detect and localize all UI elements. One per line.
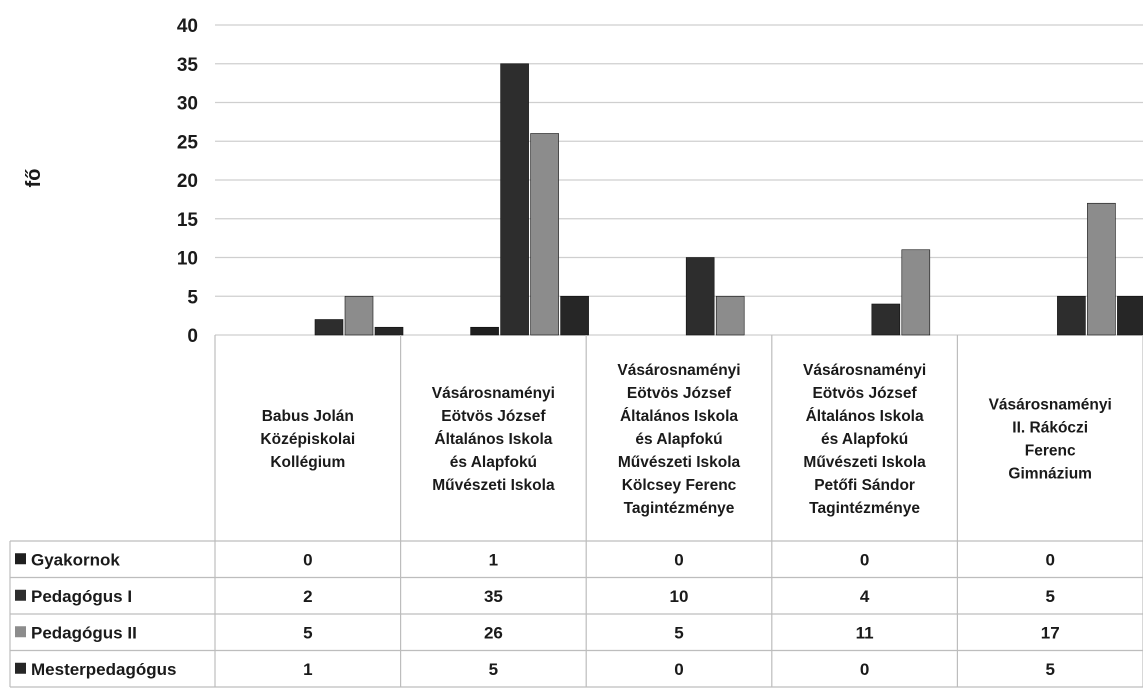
table-value: 0 xyxy=(1045,550,1054,569)
table-value: 35 xyxy=(484,587,503,606)
bar xyxy=(344,295,374,336)
bar xyxy=(871,303,901,336)
table-value: 17 xyxy=(1041,623,1060,642)
table-value: 10 xyxy=(670,587,689,606)
y-tick-label: 40 xyxy=(177,16,198,37)
y-tick-label: 15 xyxy=(177,210,199,231)
y-axis-label: fő xyxy=(23,169,45,188)
bar xyxy=(1117,295,1143,336)
table-value: 0 xyxy=(674,660,683,679)
legend-swatch xyxy=(15,589,26,601)
table-value: 5 xyxy=(1045,587,1054,606)
category-label: Vásárosnaményi Eötvös József Általános Isk… xyxy=(803,362,926,517)
bar xyxy=(901,249,931,336)
y-tick-label: 35 xyxy=(177,55,199,76)
table-value: 11 xyxy=(856,623,874,642)
bar xyxy=(470,326,499,336)
table-value: 0 xyxy=(674,550,683,569)
legend-swatch xyxy=(15,626,26,638)
table-value: 5 xyxy=(489,660,498,679)
table-value: 4 xyxy=(860,587,870,606)
legend-label: Gyakornok xyxy=(31,550,120,569)
legend-swatch xyxy=(15,553,26,565)
table-value: 0 xyxy=(303,550,312,569)
y-tick-label: 0 xyxy=(187,326,198,347)
table-value: 5 xyxy=(674,623,683,642)
table-value: 5 xyxy=(303,623,312,642)
table-value: 1 xyxy=(303,660,312,679)
category-label: Vásárosnaményi Eötvös József Általános Isk… xyxy=(617,362,740,517)
table-value: 0 xyxy=(860,660,869,679)
table-value: 26 xyxy=(484,623,503,642)
legend-label: Pedagógus I xyxy=(31,587,132,606)
legend-swatch xyxy=(15,662,26,674)
bar xyxy=(530,133,559,336)
category-label: Vásárosnaményi Eötvös József Általános Isk… xyxy=(432,385,555,494)
data-table: Babus Jolán Középiskolai Kollégium Vásárosn… xyxy=(9,335,1143,688)
category-label: Vásárosnaményi II. Rákóczi Ferenc Gimnázium xyxy=(989,397,1112,483)
y-tick-label: 20 xyxy=(177,171,198,192)
bar xyxy=(560,295,589,336)
bar xyxy=(1057,295,1086,336)
bars xyxy=(314,63,1143,336)
bar xyxy=(500,63,529,336)
bar xyxy=(374,326,404,336)
bar xyxy=(314,319,344,336)
bar xyxy=(715,295,745,336)
y-tick-label: 10 xyxy=(177,249,198,270)
y-tick-label: 5 xyxy=(187,287,198,308)
bar xyxy=(1087,202,1116,336)
category-label: Babus Jolán Középiskolai Kollégium xyxy=(260,408,355,471)
table-value: 0 xyxy=(860,550,869,569)
y-tick-label: 25 xyxy=(177,132,199,153)
grid-lines xyxy=(215,24,1143,336)
table-value: 1 xyxy=(489,550,498,569)
legend-label: Mesterpedagógus xyxy=(31,660,176,679)
table-value: 2 xyxy=(303,587,312,606)
table-value: 5 xyxy=(1045,660,1054,679)
bar xyxy=(685,257,715,336)
y-axis-ticks: 0 5 10 15 20 25 30 35 40 xyxy=(177,16,199,347)
legend-label: Pedagógus II xyxy=(31,623,137,642)
y-tick-label: 30 xyxy=(177,94,198,115)
